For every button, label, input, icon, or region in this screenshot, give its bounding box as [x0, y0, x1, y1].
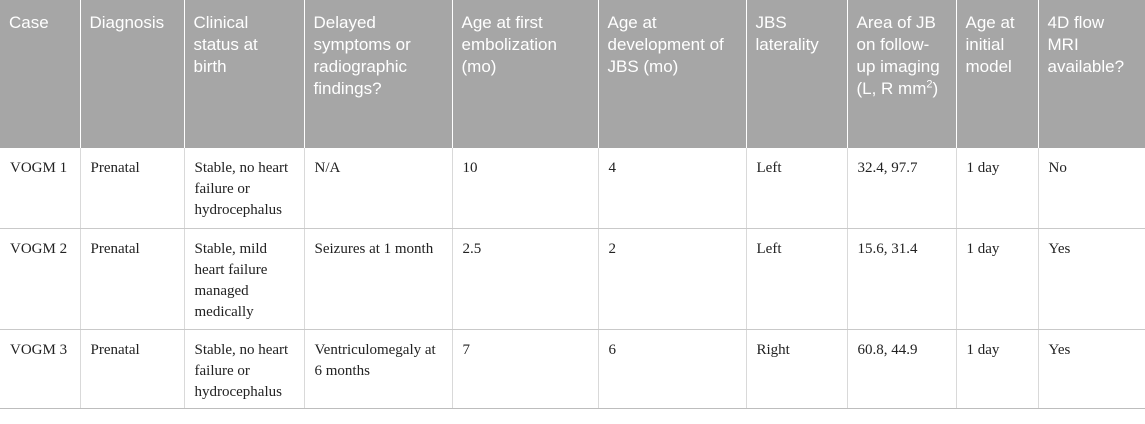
table-body: VOGM 1 Prenatal Stable, no heart failure…: [0, 148, 1145, 409]
header-age-development-jbs: Age at development of JBS (mo): [598, 0, 747, 148]
header-age-initial-model: Age at initial model: [956, 0, 1039, 148]
cell-area-jb: 32.4, 97.7: [847, 148, 957, 229]
cell-age-development-jbs: 6: [598, 329, 747, 409]
header-area-jb-text: Area of JB on follow-up imaging (L, R mm: [856, 13, 940, 98]
cell-clinical-status: Stable, mild heart failure managed medic…: [184, 228, 305, 330]
cell-area-jb: 60.8, 44.9: [847, 329, 957, 409]
cell-age-development-jbs: 4: [598, 148, 747, 229]
header-area-jb: Area of JB on follow-up imaging (L, R mm…: [847, 0, 957, 148]
header-4d-flow-mri: 4D flow MRI available?: [1038, 0, 1145, 148]
cell-jbs-laterality: Right: [746, 329, 848, 409]
header-jbs-laterality: JBS laterality: [746, 0, 848, 148]
table-header: Case Diagnosis Clinical status at birth …: [0, 0, 1145, 148]
cell-4d-flow-mri: No: [1038, 148, 1145, 229]
cell-delayed-symptoms: N/A: [304, 148, 453, 229]
cell-diagnosis: Prenatal: [80, 329, 185, 409]
cell-age-first-embolization: 10: [452, 148, 599, 229]
cell-age-first-embolization: 2.5: [452, 228, 599, 330]
cell-clinical-status: Stable, no heart failure or hydrocephalu…: [184, 148, 305, 229]
cell-4d-flow-mri: Yes: [1038, 228, 1145, 330]
cell-age-initial-model: 1 day: [956, 228, 1039, 330]
cell-delayed-symptoms: Seizures at 1 month: [304, 228, 453, 330]
cell-jbs-laterality: Left: [746, 228, 848, 330]
header-area-jb-superscript: 2: [926, 78, 933, 91]
table-row: VOGM 1 Prenatal Stable, no heart failure…: [0, 148, 1145, 229]
cell-jbs-laterality: Left: [746, 148, 848, 229]
cell-case: VOGM 2: [0, 228, 81, 330]
header-diagnosis: Diagnosis: [80, 0, 185, 148]
cell-diagnosis: Prenatal: [80, 148, 185, 229]
cell-area-jb: 15.6, 31.4: [847, 228, 957, 330]
cell-age-initial-model: 1 day: [956, 148, 1039, 229]
header-delayed-symptoms: Delayed symptoms or radiographic finding…: [304, 0, 453, 148]
cell-case: VOGM 1: [0, 148, 81, 229]
cell-age-first-embolization: 7: [452, 329, 599, 409]
header-area-jb-suffix: ): [932, 79, 939, 98]
table-row: VOGM 2 Prenatal Stable, mild heart failu…: [0, 228, 1145, 330]
header-clinical-status: Clinical status at birth: [184, 0, 305, 148]
cell-age-initial-model: 1 day: [956, 329, 1039, 409]
table-row: VOGM 3 Prenatal Stable, no heart failure…: [0, 329, 1145, 409]
header-age-first-embolization: Age at first embolization (mo): [452, 0, 599, 148]
header-case: Case: [0, 0, 81, 148]
cell-clinical-status: Stable, no heart failure or hydrocephalu…: [184, 329, 305, 409]
cell-diagnosis: Prenatal: [80, 228, 185, 330]
cell-age-development-jbs: 2: [598, 228, 747, 330]
data-table: Case Diagnosis Clinical status at birth …: [0, 0, 1145, 409]
cell-case: VOGM 3: [0, 329, 81, 409]
header-row: Case Diagnosis Clinical status at birth …: [0, 0, 1145, 148]
cell-delayed-symptoms: Ventriculomegaly at 6 months: [304, 329, 453, 409]
cell-4d-flow-mri: Yes: [1038, 329, 1145, 409]
